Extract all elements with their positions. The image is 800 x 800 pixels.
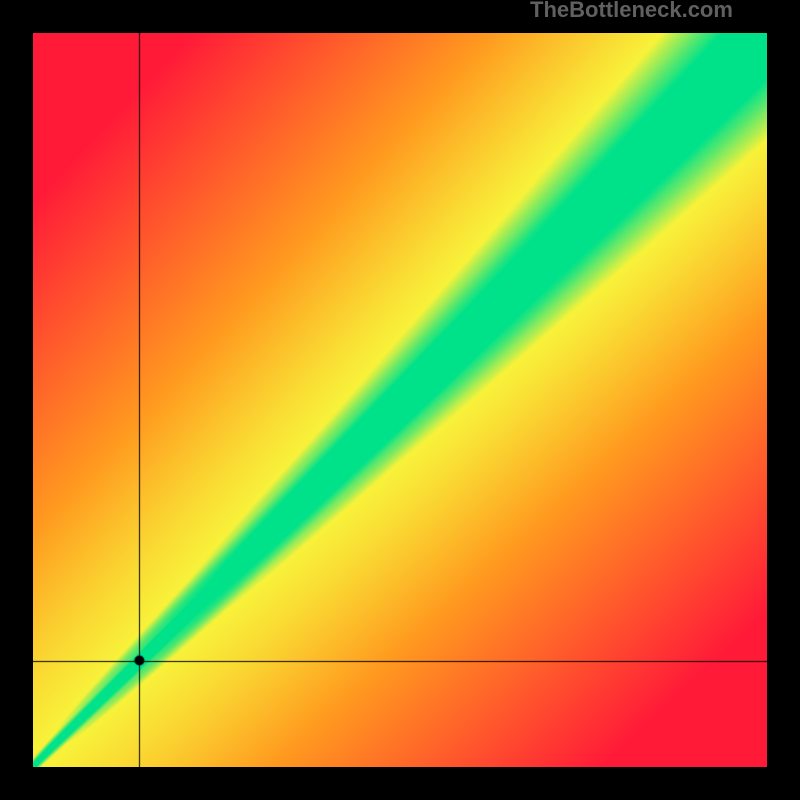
crosshair-overlay — [33, 33, 767, 767]
watermark-text: TheBottleneck.com — [530, 0, 733, 23]
chart-frame: TheBottleneck.com — [0, 0, 800, 800]
